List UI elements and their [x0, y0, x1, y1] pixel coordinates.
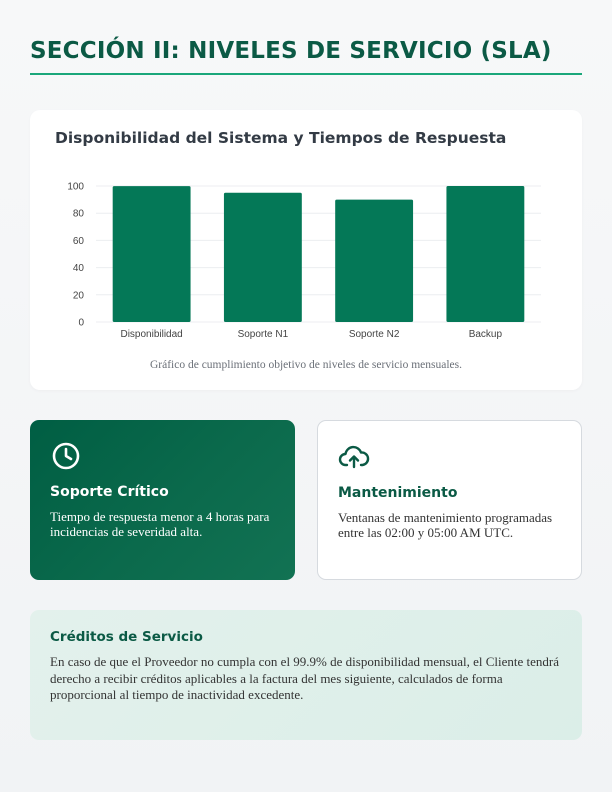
card-text: Tiempo de respuesta menor a 4 horas para… — [50, 509, 270, 539]
x-tick-label: Soporte N1 — [238, 329, 289, 340]
y-tick-label: 0 — [78, 318, 84, 329]
credits-text: En caso de que el Proveedor no cumpla co… — [50, 654, 560, 702]
chart-card: Disponibilidad del Sistema y Tiempos de … — [30, 110, 582, 390]
critical-support-card: Soporte Crítico Tiempo de respuesta meno… — [30, 420, 295, 580]
bar-chart: 0 20 40 60 80 100 Disponibilidad Soporte N1 Sopo… — [67, 182, 541, 340]
bar — [335, 199, 414, 322]
card-title: Mantenimiento — [338, 485, 458, 501]
y-tick-label: 20 — [73, 290, 85, 301]
x-tick-label: Backup — [469, 329, 503, 340]
y-tick-label: 80 — [73, 209, 85, 220]
chart-caption: Gráfico de cumplimiento objetivo de nive… — [149, 359, 462, 371]
x-tick-label: Disponibilidad — [120, 329, 182, 340]
card-title: Soporte Crítico — [50, 484, 169, 500]
x-tick-label: Soporte N2 — [349, 329, 400, 340]
y-tick-label: 40 — [73, 263, 85, 274]
bar — [112, 186, 191, 322]
bar — [446, 186, 525, 322]
card-text: Ventanas de mantenimiento programadas en… — [338, 510, 553, 540]
y-tick-label: 60 — [73, 236, 85, 247]
title-divider — [30, 73, 582, 75]
cloud-upload-icon — [338, 445, 370, 469]
page-title: SECCIÓN II: NIVELES DE SERVICIO (SLA) — [30, 38, 552, 64]
bar — [223, 192, 302, 322]
maintenance-card: Mantenimiento Ventanas de mantenimiento … — [317, 420, 582, 580]
y-tick-label: 100 — [67, 182, 84, 193]
service-credits-box: Créditos de Servicio En caso de que el P… — [30, 610, 582, 740]
chart-title: Disponibilidad del Sistema y Tiempos de … — [55, 129, 507, 147]
clock-icon — [52, 442, 80, 470]
credits-title: Créditos de Servicio — [50, 629, 203, 645]
